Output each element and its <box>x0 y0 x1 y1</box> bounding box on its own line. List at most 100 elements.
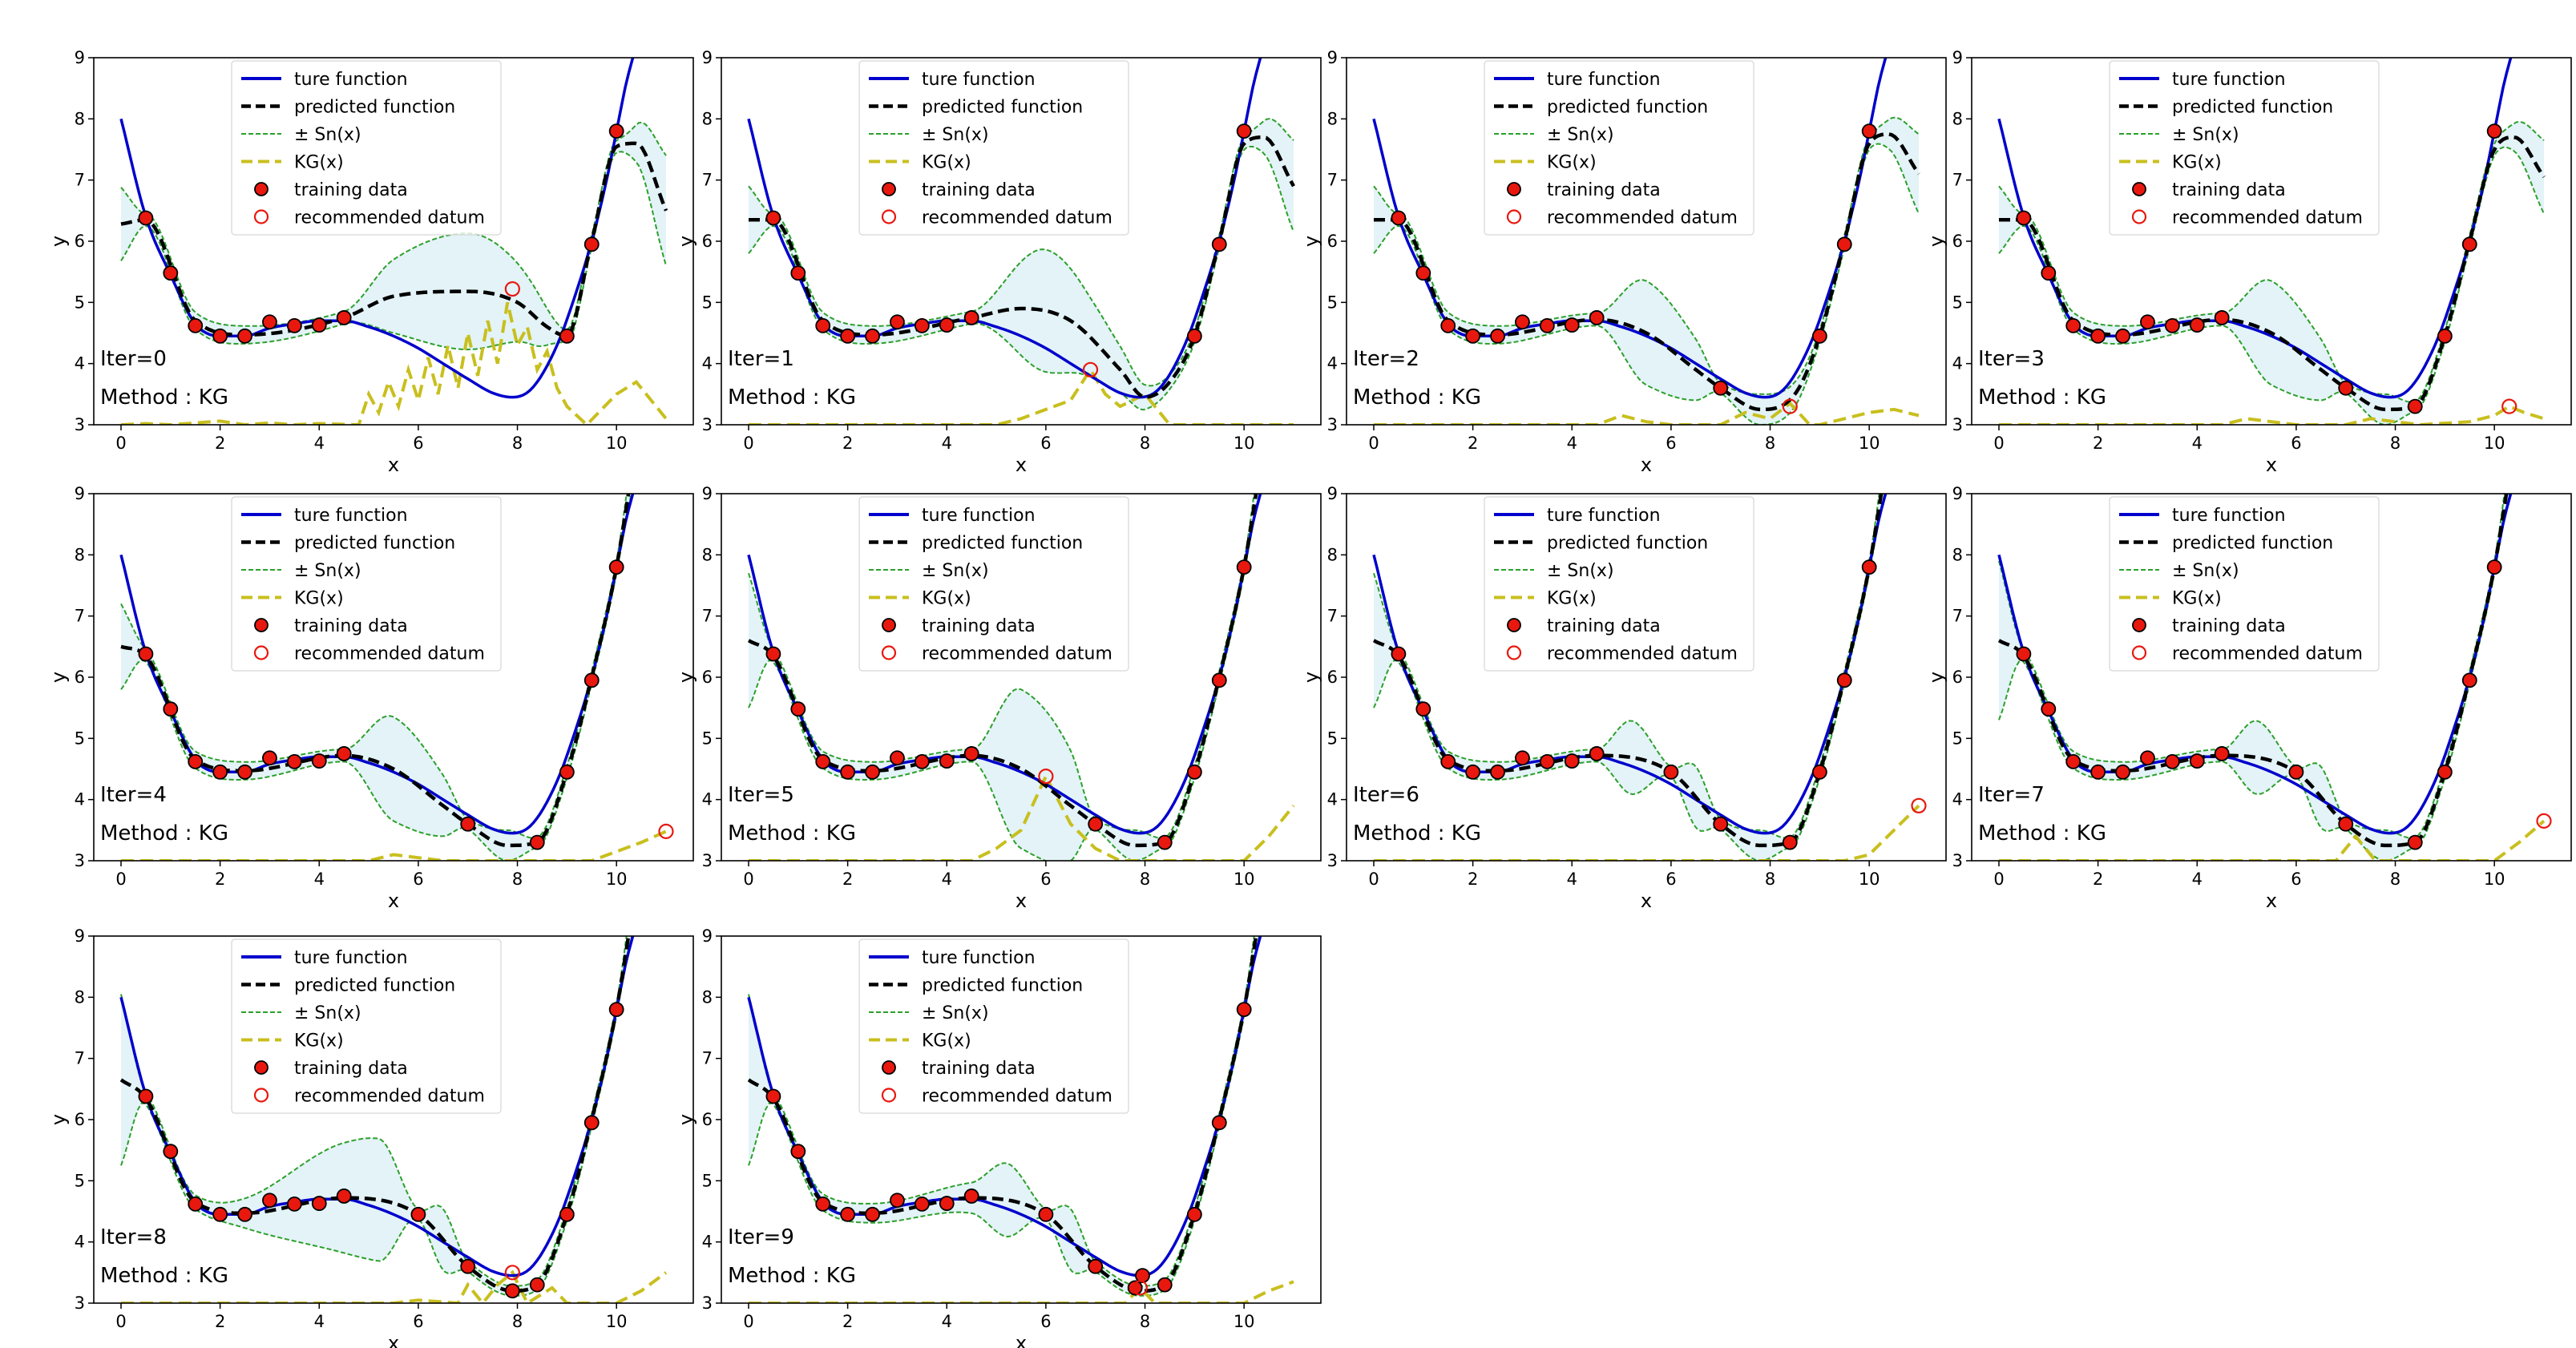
legend-handle-training <box>1507 182 1521 196</box>
x-tick-label: 8 <box>1140 870 1150 889</box>
y-tick-label: 7 <box>1952 607 1963 626</box>
y-tick-label: 6 <box>1952 232 1963 251</box>
x-tick-label: 6 <box>1666 870 1676 889</box>
band-upper-line <box>748 936 1255 1287</box>
legend: ture function predicted function ± Sn(x) KG… <box>858 60 1129 236</box>
confidence-band-fill <box>121 122 666 350</box>
y-tick-label: 5 <box>1327 728 1338 748</box>
y-axis-label: y <box>47 672 70 683</box>
training-point <box>1127 1280 1143 1296</box>
legend-handle-training <box>254 1060 269 1075</box>
y-tick-label: 6 <box>702 668 713 687</box>
plot-area <box>747 936 1294 1303</box>
training-point <box>963 310 979 325</box>
legend: ture function predicted function ± Sn(x) KG… <box>858 938 1129 1114</box>
training-point <box>2214 310 2230 325</box>
training-point <box>1236 559 1252 575</box>
y-tick-label: 7 <box>702 1049 713 1068</box>
legend: ture function predicted function ± Sn(x) KG… <box>1484 60 1754 236</box>
y-tick-label: 3 <box>75 1294 85 1313</box>
y-tick-label: 6 <box>75 232 85 251</box>
training-point <box>1211 1115 1227 1131</box>
x-tick-label: 8 <box>1765 434 1775 453</box>
x-tick-label: 2 <box>215 434 225 453</box>
training-point <box>2486 559 2502 575</box>
recommended-point <box>504 280 520 297</box>
legend-label-band: ± Sn(x) <box>922 1003 989 1023</box>
method-label: Method : KG <box>728 821 856 846</box>
training-point <box>1515 314 1530 330</box>
y-tick-label: 8 <box>702 545 713 564</box>
training-point <box>1836 672 1852 688</box>
training-point <box>840 764 856 780</box>
training-point <box>1713 380 1729 396</box>
x-tick-label: 0 <box>743 434 753 453</box>
y-tick-label: 9 <box>702 48 713 67</box>
legend-label-true_function: ture function <box>922 506 1036 526</box>
training-point <box>336 746 352 761</box>
y-axis-label: y <box>1300 236 1322 247</box>
x-tick-label: 8 <box>512 434 523 453</box>
recommended-point <box>504 1265 520 1281</box>
y-tick-label: 9 <box>1327 48 1338 67</box>
y-tick-label: 9 <box>1952 48 1963 67</box>
training-point <box>939 753 955 769</box>
predicted-function-line <box>747 494 1258 848</box>
method-label: Method : KG <box>1978 385 2106 410</box>
x-tick-label: 10 <box>1859 870 1880 889</box>
x-tick-label: 0 <box>743 1312 753 1331</box>
y-tick-label: 4 <box>75 354 85 373</box>
training-point <box>286 1196 302 1212</box>
legend-label-kg: KG(x) <box>294 153 344 173</box>
legend: ture function predicted function ± Sn(x) KG… <box>231 938 502 1114</box>
x-tick-label: 10 <box>606 1312 628 1331</box>
legend-handle-recommended <box>1506 209 1522 224</box>
training-point <box>2437 328 2453 344</box>
x-tick-label: 0 <box>115 870 126 889</box>
y-tick-label: 4 <box>1952 354 1963 373</box>
y-tick-label: 9 <box>702 484 713 503</box>
training-point <box>790 265 806 281</box>
legend-label-predicted_function: predicted function <box>294 98 455 118</box>
recommended-point <box>1782 398 1798 414</box>
training-point <box>2140 314 2155 330</box>
training-point <box>765 210 781 226</box>
legend-label-band: ± Sn(x) <box>922 125 989 145</box>
legend-label-kg: KG(x) <box>922 589 971 609</box>
subplot-6: 0 2 4 6 8 10 3 4 5 6 7 8 9 x y Iter=6 Method : KG ture fu… <box>1300 484 1947 912</box>
training-point <box>559 764 575 780</box>
legend-label-predicted_function: predicted function <box>1547 98 1708 118</box>
y-tick-label: 8 <box>702 109 713 128</box>
iter-label: Iter=3 <box>1978 347 2045 371</box>
kg-curve <box>1999 404 2545 425</box>
legend-label-band: ± Sn(x) <box>294 1003 361 1023</box>
training-point <box>2090 328 2106 344</box>
training-point <box>529 1277 545 1293</box>
true-function-line <box>1372 494 1888 835</box>
kg-curve <box>749 773 1295 861</box>
y-axis-label: y <box>675 236 697 247</box>
legend-handle-recommended <box>2131 209 2147 224</box>
legend-box <box>858 938 1129 1114</box>
training-point <box>1836 236 1852 252</box>
training-point <box>914 1196 930 1212</box>
subplot-0: 0 2 4 6 8 10 3 4 5 6 7 8 9 x y Iter=0 Method : KG ture fu… <box>47 48 694 476</box>
training-point <box>286 317 302 333</box>
training-point <box>559 328 575 344</box>
x-tick-label: 2 <box>842 870 853 889</box>
true-function-line <box>1997 494 2513 835</box>
y-tick-label: 6 <box>702 232 713 251</box>
method-label: Method : KG <box>728 385 856 410</box>
training-point <box>815 753 831 769</box>
legend-label-kg: KG(x) <box>922 153 971 173</box>
predicted-function-line <box>1374 132 1920 412</box>
iter-label: Iter=9 <box>728 1225 794 1249</box>
training-point <box>914 753 930 769</box>
plot-area <box>1997 58 2546 425</box>
plot-area <box>1372 58 1920 425</box>
training-point <box>188 1196 204 1212</box>
x-tick-label: 6 <box>1040 434 1051 453</box>
method-label: Method : KG <box>1978 821 2106 846</box>
training-point <box>163 1144 179 1160</box>
legend-label-recommended: recommended datum <box>294 208 485 228</box>
